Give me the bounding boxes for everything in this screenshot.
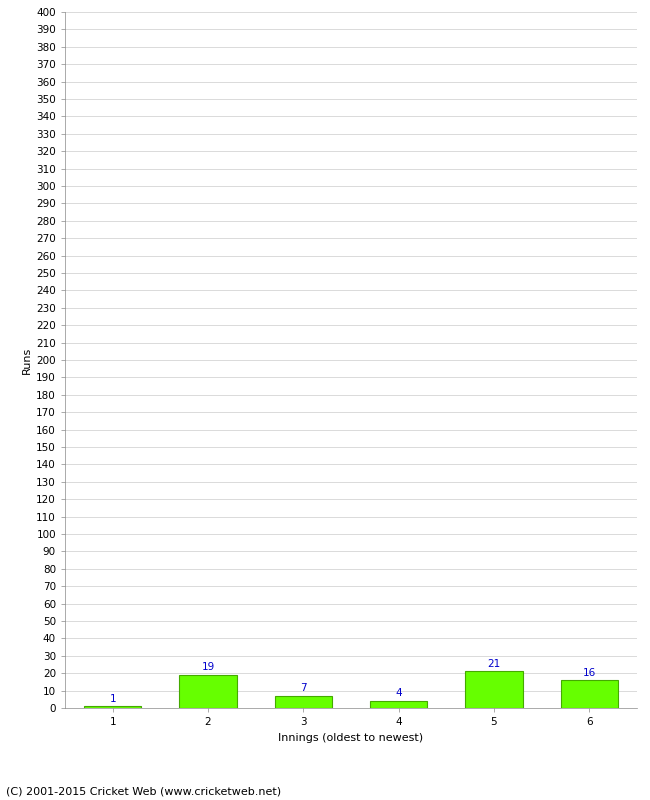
Text: 4: 4	[395, 689, 402, 698]
Text: 19: 19	[202, 662, 214, 672]
Text: 21: 21	[488, 659, 500, 669]
Text: 7: 7	[300, 683, 307, 694]
Bar	[275, 696, 332, 708]
X-axis label: Innings (oldest to newest): Innings (oldest to newest)	[278, 733, 424, 742]
Bar	[84, 706, 141, 708]
Text: (C) 2001-2015 Cricket Web (www.cricketweb.net): (C) 2001-2015 Cricket Web (www.cricketwe…	[6, 786, 281, 796]
Bar	[370, 701, 427, 708]
Text: 16: 16	[582, 667, 596, 678]
Bar	[561, 680, 618, 708]
Y-axis label: Runs: Runs	[22, 346, 32, 374]
Bar	[179, 675, 237, 708]
Bar	[465, 671, 523, 708]
Text: 1: 1	[109, 694, 116, 704]
